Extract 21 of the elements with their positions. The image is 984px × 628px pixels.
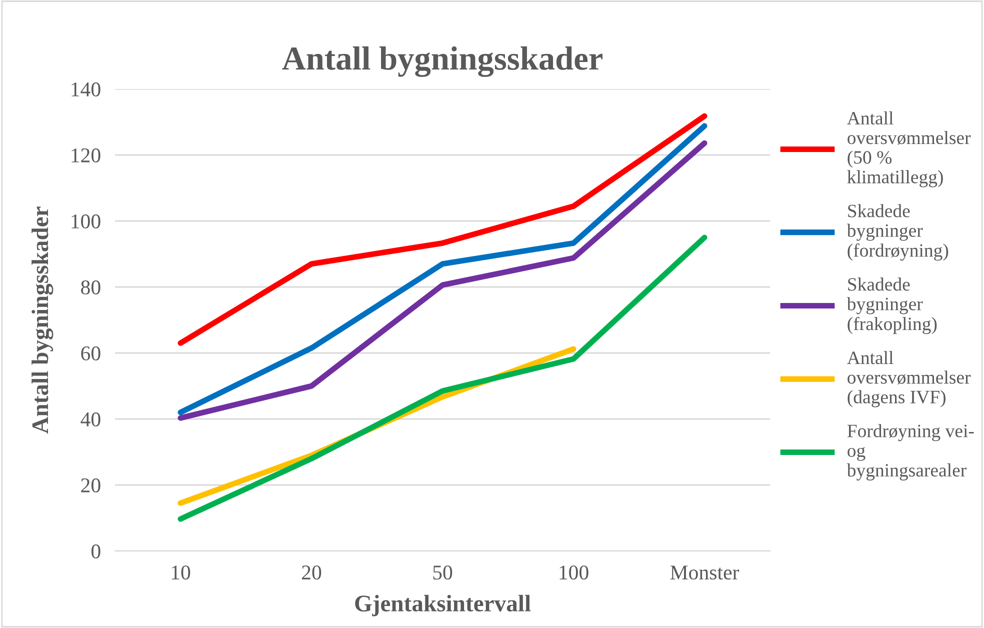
legend-label: Skadede bygninger (frakopling): [846, 278, 937, 334]
x-axis-title: Gjentaksintervall: [355, 594, 531, 616]
x-tick-label: 20: [302, 565, 322, 580]
y-tick-label: 140: [72, 82, 100, 96]
y-tick-label: 20: [81, 478, 100, 492]
x-tick-label: 10: [172, 565, 190, 580]
x-tick-label: Monster: [670, 566, 740, 580]
chart-title: Antall bygningsskader: [282, 46, 602, 77]
y-tick-label: 0: [91, 544, 100, 558]
y-tick-label: 60: [81, 346, 100, 360]
y-tick-label: 80: [81, 280, 100, 294]
x-tick-label: 100: [560, 565, 588, 580]
y-axis-title: Antall bygningsskader: [32, 206, 54, 434]
y-tick-label: 120: [72, 148, 100, 162]
x-tick-label: 50: [433, 565, 452, 580]
y-tick-label: 100: [72, 214, 100, 228]
legend-label: Antall oversvømmelser (dagens IVF): [847, 350, 971, 408]
y-tick-label: 40: [80, 412, 100, 426]
legend-label: Skadede bygninger (fordrøyning): [846, 204, 948, 261]
legend-label: Antall oversvømmelser (50 % klimatillegg): [847, 111, 971, 188]
legend-label: Fordrøyning vei- og bygningsarealer: [846, 424, 974, 480]
